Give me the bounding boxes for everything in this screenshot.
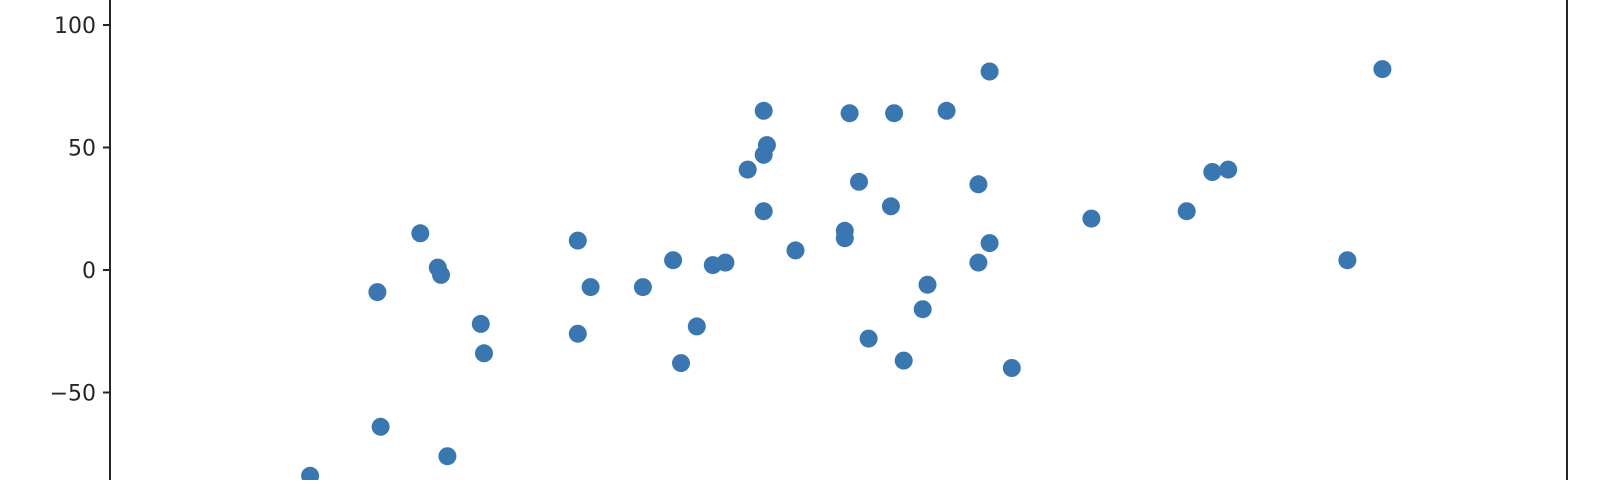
y-tick-label: 0 <box>82 259 96 284</box>
data-point <box>672 354 690 373</box>
y-axis-ticks: −50 0 50 100 <box>50 14 110 407</box>
data-point <box>850 172 868 191</box>
data-point <box>432 265 450 284</box>
data-point <box>835 229 854 248</box>
data-point <box>664 251 683 270</box>
data-point <box>840 104 859 123</box>
data-point <box>368 283 387 302</box>
data-point <box>411 224 430 243</box>
data-point <box>980 62 999 81</box>
y-tick-label: 50 <box>68 137 96 162</box>
data-point <box>716 253 735 272</box>
data-point <box>937 101 956 120</box>
data-point <box>1373 60 1392 79</box>
data-point <box>1177 202 1196 221</box>
data-point <box>881 197 900 216</box>
data-point <box>371 417 390 436</box>
data-point <box>438 447 457 466</box>
data-point <box>1338 251 1357 270</box>
data-point <box>1082 209 1101 228</box>
y-tick-label: −50 <box>50 382 96 407</box>
data-point <box>969 253 988 272</box>
data-points <box>301 60 1392 484</box>
y-tick-label: 100 <box>54 14 96 39</box>
data-point <box>1203 163 1222 181</box>
data-point <box>980 234 999 253</box>
data-point <box>754 202 773 221</box>
data-point <box>913 300 932 319</box>
data-point <box>738 160 757 179</box>
data-point <box>885 104 904 123</box>
data-point <box>757 136 776 155</box>
data-point <box>918 275 937 294</box>
data-point <box>581 278 600 297</box>
data-point <box>1219 160 1238 179</box>
data-point <box>859 329 878 348</box>
data-point <box>568 231 587 250</box>
data-point <box>894 351 913 370</box>
data-point <box>475 344 493 363</box>
data-point <box>786 241 805 260</box>
data-point <box>1002 359 1021 377</box>
data-point <box>633 278 652 297</box>
data-point <box>568 324 587 343</box>
plot-frame <box>109 0 1568 480</box>
data-point <box>301 466 320 484</box>
data-point <box>754 101 773 120</box>
data-point <box>969 175 988 194</box>
data-point <box>471 314 490 333</box>
data-point <box>687 317 706 336</box>
